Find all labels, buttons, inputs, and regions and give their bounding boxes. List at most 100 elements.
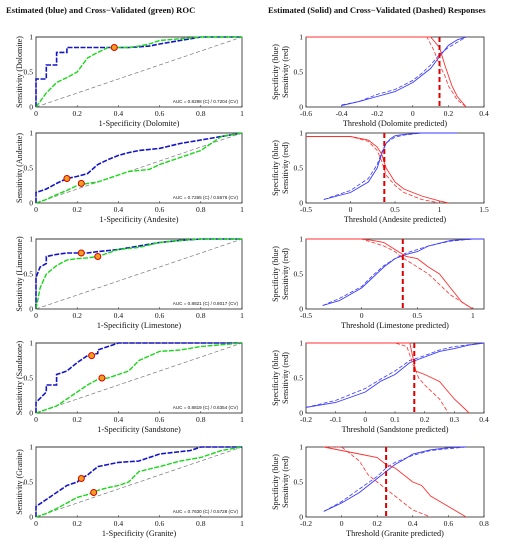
y-tick-label: 0 xyxy=(29,199,33,208)
sensitivity-estimated-line xyxy=(306,36,467,108)
y-tick-label: 1 xyxy=(299,443,303,452)
plot-frame xyxy=(305,342,485,414)
x-tick-label: 0.4 xyxy=(114,311,124,320)
y-axis-label: Sensitivity (Limestone) xyxy=(15,236,24,312)
x-tick-label: 0 xyxy=(340,519,344,528)
plot-frame xyxy=(305,238,485,310)
x-axis-label: Threshold (Limestone predicted) xyxy=(341,321,449,330)
x-tick-label: -0.1 xyxy=(330,415,342,424)
y-tick-label: 1 xyxy=(299,339,303,348)
x-tick-label: 0.2 xyxy=(72,205,82,214)
y-tick-label: 1 xyxy=(29,235,33,244)
roc-dolomite: AUC = 0.8298 (C) / 0.7204 (CV) 0 0.2 0.4 0.6… xyxy=(15,33,244,128)
y-tick-label: 1 xyxy=(299,33,303,42)
y-axis-label-sensitivity: Sensitivity (red) xyxy=(281,248,290,300)
y-tick-label: 0.5 xyxy=(24,270,34,279)
optimal-point-marker xyxy=(77,475,85,482)
x-axis-label: 1-Specificity (Limestone) xyxy=(97,321,182,330)
y-tick-label: 0.5 xyxy=(24,374,34,383)
y-tick-label: 1 xyxy=(29,33,33,42)
x-tick-label: 0.6 xyxy=(155,519,165,528)
roc-sandstone: AUC = 0.8819 (C) / 0.6354 (CV) 0 0.2 0.4 0.6… xyxy=(15,339,244,434)
y-tick-label: 0.5 xyxy=(294,478,304,487)
x-axis-label: 1-Specificity (Dolomite) xyxy=(99,119,180,128)
sensitivity-estimated-line xyxy=(306,238,474,310)
y-axis-label-sensitivity: Sensitivity (red) xyxy=(281,142,290,194)
y-tick-label: 0.5 xyxy=(294,164,304,173)
x-tick-label: 1 xyxy=(240,109,244,118)
y-axis-label: Sensitivity (Dolomite) xyxy=(15,36,24,108)
x-tick-label: 0.8 xyxy=(479,519,489,528)
x-tick-label: 0.8 xyxy=(196,415,206,424)
y-tick-label: 0 xyxy=(299,199,303,208)
x-tick-label: 1.5 xyxy=(479,205,489,214)
x-tick-label: -0.5 xyxy=(300,205,312,214)
y-tick-label: 1 xyxy=(29,339,33,348)
x-tick-label: 1 xyxy=(240,205,244,214)
x-tick-label: 0.8 xyxy=(196,109,206,118)
x-tick-label: -0.5 xyxy=(300,311,312,320)
specificity-estimated-line xyxy=(305,342,485,408)
x-tick-label: -0.2 xyxy=(371,109,383,118)
x-tick-label: 1 xyxy=(240,519,244,528)
x-axis-label: Threshold (Andesite predicted) xyxy=(344,215,447,224)
x-tick-label: 0.2 xyxy=(420,415,430,424)
auc-annotation: AUC = 0.8819 (C) / 0.6354 (CV) xyxy=(173,405,239,410)
estimated-roc-line xyxy=(35,36,242,107)
right-column-title: Estimated (Solid) and Cross−Validated (D… xyxy=(268,5,486,15)
x-axis-label: 1-Specificity (Sandstone) xyxy=(97,425,181,434)
optimal-point-marker-cv xyxy=(98,374,106,382)
chance-diagonal xyxy=(35,36,243,108)
plot-frame xyxy=(305,36,485,108)
optimal-point-marker xyxy=(77,249,85,257)
resp-dolomite: -0.6 -0.4 -0.2 0 0.2 0.4 0 0.5 1 Threshold (Dolom… xyxy=(271,33,489,128)
y-axis-label-sensitivity: Sensitivity (red) xyxy=(281,46,290,98)
y-tick-label: 0.5 xyxy=(24,68,34,77)
chance-diagonal xyxy=(35,446,243,518)
y-axis-label-specificity: Specificity (blue) xyxy=(271,350,280,406)
x-tick-label: 0.5 xyxy=(390,205,400,214)
x-tick-label: 0.2 xyxy=(372,519,382,528)
x-tick-label: 1 xyxy=(240,415,244,424)
x-tick-label: 0.6 xyxy=(155,109,165,118)
x-axis-label: 1-Specificity (Andesite) xyxy=(100,215,179,224)
resp-sandstone: -0.2 -0.1 0 0.1 0.2 0.3 0.4 0 0.5 1 Threshold (San… xyxy=(271,339,489,434)
specificity-estimated-line xyxy=(323,446,467,512)
y-tick-label: 1 xyxy=(29,129,33,138)
y-tick-label: 0.5 xyxy=(24,164,34,173)
y-axis-label-sensitivity: Sensitivity (red) xyxy=(281,352,290,404)
y-axis-label: Sensitivity (Andesite) xyxy=(15,133,24,203)
x-tick-label: 0.2 xyxy=(72,519,82,528)
x-tick-label: 0.8 xyxy=(196,205,206,214)
x-tick-label: 0.2 xyxy=(72,311,82,320)
y-axis-label-specificity: Specificity (blue) xyxy=(271,44,280,100)
x-tick-label: 0.6 xyxy=(444,519,454,528)
optimal-point-marker-cv xyxy=(77,179,85,187)
x-tick-label: 0 xyxy=(411,109,415,118)
estimated-roc-line xyxy=(35,132,243,203)
y-tick-label: 0 xyxy=(29,409,33,418)
x-tick-label: 0.4 xyxy=(479,415,489,424)
y-axis-label-specificity: Specificity (blue) xyxy=(271,454,280,510)
estimated-roc-line xyxy=(35,342,242,413)
left-column-title: Estimated (blue) and Cross−Validated (gr… xyxy=(6,5,195,15)
specificity-cv-line xyxy=(305,342,485,408)
x-tick-label: 1 xyxy=(240,311,244,320)
x-tick-label: 0 xyxy=(363,415,367,424)
roc-granite: AUC = 0.7630 (C) / 0.5728 (CV) 0 0.2 0.4 0.6… xyxy=(15,443,244,538)
x-tick-label: -0.6 xyxy=(300,109,312,118)
optimal-point-marker xyxy=(63,175,71,182)
y-axis-label: Sensitivity (Sandstone) xyxy=(15,340,24,415)
chance-diagonal xyxy=(35,132,243,204)
y-axis-label-specificity: Specificity (blue) xyxy=(271,140,280,196)
x-tick-label: -0.2 xyxy=(300,519,312,528)
y-tick-label: 1 xyxy=(29,443,33,452)
x-tick-label: 0 xyxy=(360,311,364,320)
auc-annotation: AUC = 0.8821 (C) / 0.8017 (CV) xyxy=(173,301,239,306)
x-tick-label: 0.4 xyxy=(114,415,124,424)
x-axis-label: 1-Specificity (Granite) xyxy=(102,529,177,538)
auc-annotation: AUC = 0.7265 (C) / 0.5676 (CV) xyxy=(173,195,239,200)
